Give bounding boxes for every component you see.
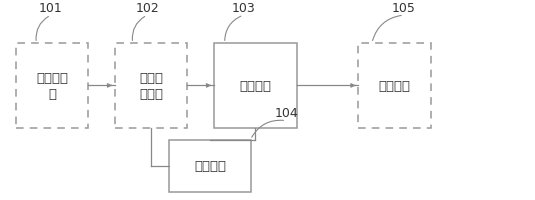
Bar: [16, 44, 88, 128]
Bar: [214, 44, 297, 128]
Text: 102: 102: [135, 2, 159, 14]
Text: 母座连接
器: 母座连接 器: [36, 72, 68, 100]
Text: 105: 105: [392, 2, 416, 14]
Text: 下拉电阻: 下拉电阻: [194, 160, 226, 172]
Bar: [115, 44, 187, 128]
Text: 103: 103: [232, 2, 255, 14]
Text: 金手指
连接器: 金手指 连接器: [139, 72, 163, 100]
Text: 负载电路: 负载电路: [379, 80, 410, 92]
Text: 101: 101: [39, 2, 63, 14]
Bar: [358, 44, 431, 128]
Bar: [169, 140, 251, 192]
Text: 负载开关: 负载开关: [240, 80, 271, 92]
Text: 104: 104: [274, 107, 298, 119]
